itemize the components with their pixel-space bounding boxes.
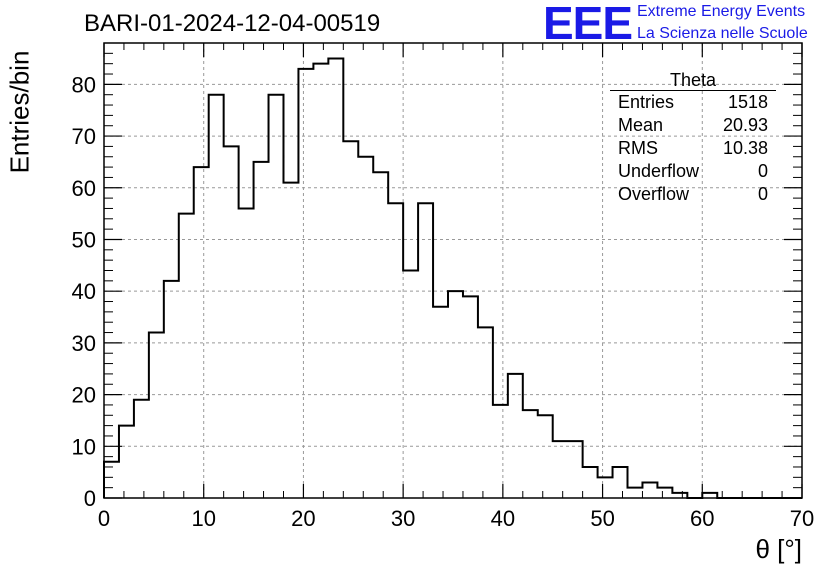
stats-title: Theta [610,70,776,91]
y-tick-label: 60 [72,176,96,201]
y-tick-label: 50 [72,227,96,252]
stats-label: Entries [618,92,675,112]
histogram-bin [628,488,643,498]
histogram-bin [134,400,149,498]
logo-text-line1: Extreme Energy Events [637,3,806,20]
histogram-bin [119,426,134,498]
histogram-series [103,57,802,499]
histogram-bin [657,488,672,498]
histogram-outline [103,57,802,499]
histogram-bin [493,405,508,498]
y-tick-label: 80 [72,72,96,97]
histogram-bin [433,307,448,498]
histogram-bin [298,69,313,498]
y-tick-label: 10 [72,434,96,459]
axis-ticks [103,42,803,499]
x-tick-label: 30 [391,506,415,531]
stats-box: Theta Entries 1518 Mean 20.93 RMS 10.38 … [610,70,776,206]
stats-row-mean: Mean 20.93 [610,114,776,137]
histogram-bin [418,203,433,498]
histogram-bin [254,162,269,498]
histogram-bin [373,172,388,498]
histogram-bin [403,271,418,499]
plot-title: BARI-01-2024-12-04-00519 [84,10,381,37]
histogram-bin [598,477,613,498]
y-tick-label: 70 [72,124,96,149]
x-tick-label: 20 [291,506,315,531]
stats-value: 20.93 [722,115,768,135]
x-axis-label: θ [°] [755,534,802,564]
histogram-bin [583,467,598,498]
histogram-bin [538,415,553,498]
stats-value: 10.38 [722,138,768,158]
stats-value: 0 [757,184,768,204]
histogram-bin [224,146,239,498]
histogram-bin [313,64,328,498]
x-tick-label: 40 [491,506,515,531]
y-tick-label: 20 [72,383,96,408]
stats-label: RMS [618,138,658,158]
stats-row-rms: RMS 10.38 [610,137,776,160]
histogram-bin [194,167,209,498]
x-tick-label: 50 [590,506,614,531]
histogram-bin [508,374,523,498]
x-tick-label: 0 [98,506,110,531]
histogram-bin [478,327,493,498]
stats-label: Mean [618,115,664,135]
histogram-bin [149,333,164,498]
histogram-bin [283,183,298,498]
histogram-bin [463,296,478,498]
stats-value: 1518 [727,92,768,112]
histogram-bin [553,441,568,498]
x-tick-label: 70 [790,506,814,531]
histogram-bin [328,59,343,498]
stats-value: 0 [757,161,768,181]
stats-row-underflow: Underflow 0 [610,160,776,183]
histogram-bin [343,141,358,498]
y-tick-label: 0 [84,486,96,511]
eee-logo: EEE [543,0,633,49]
histogram-bin [209,95,224,498]
y-axis-label: Entries/bin [4,50,35,174]
y-tick-label: 30 [72,331,96,356]
histogram-bin [568,441,583,498]
histogram-bin [239,208,254,498]
histogram-bin [164,281,179,498]
stats-label: Underflow [618,161,700,181]
histogram-bin [179,214,194,498]
histogram-bin [388,203,403,498]
stats-label: Overflow [618,184,690,204]
y-tick-label: 40 [72,279,96,304]
histogram-bin [269,95,284,498]
histogram-bin [642,482,657,498]
logo-text-line2: La Scienza nelle Scuole [637,25,808,42]
histogram-bin [613,467,628,498]
x-tick-label: 60 [690,506,714,531]
histogram-bin [358,157,373,498]
histogram-bin [523,410,538,498]
stats-row-entries: Entries 1518 [610,91,776,114]
stats-row-overflow: Overflow 0 [610,183,776,206]
axis-tick-labels: 0 10 20 30 40 50 60 70 0 10 20 30 40 50 60 70 80 [72,72,815,531]
x-tick-label: 10 [191,506,215,531]
